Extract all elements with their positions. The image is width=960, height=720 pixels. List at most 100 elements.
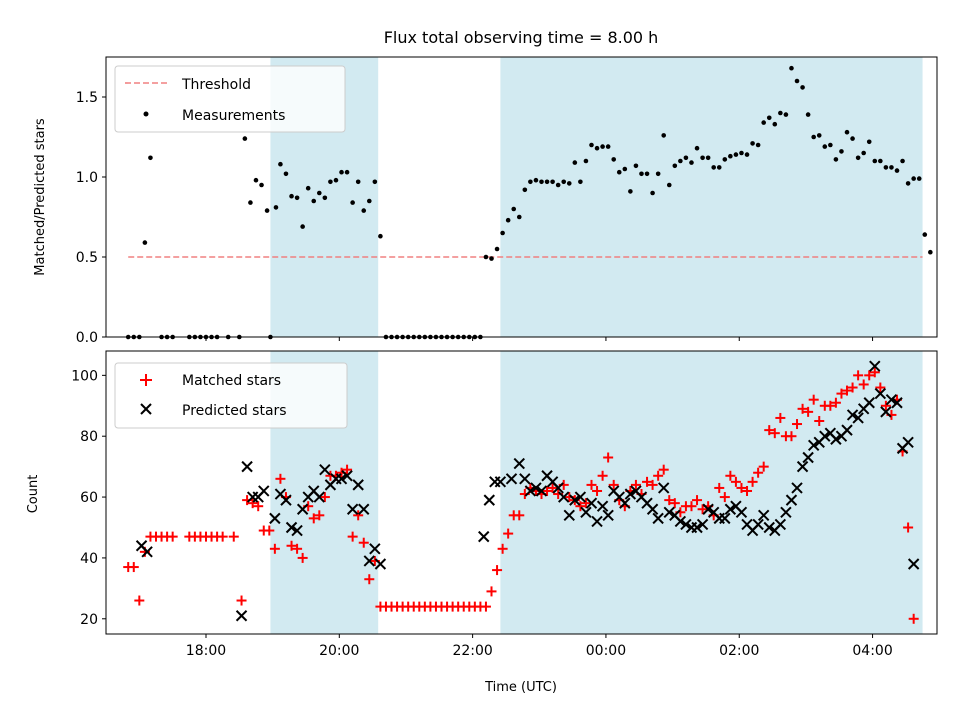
measurement-point — [694, 145, 700, 151]
measurement-point — [372, 179, 378, 185]
measurement-point — [355, 179, 361, 185]
measurement-point — [583, 158, 589, 164]
measurement-point — [378, 233, 383, 239]
matched-star-point — [297, 552, 308, 563]
matched-star-point — [864, 370, 875, 381]
measurement-point — [911, 176, 916, 181]
matched-star-point — [286, 540, 297, 551]
measurement-point — [350, 200, 355, 205]
predicted-star-point — [663, 506, 675, 518]
measurement-point — [339, 169, 344, 175]
predicted-star-point — [763, 521, 775, 534]
predicted-star-point — [519, 473, 531, 485]
measurement-point — [555, 182, 561, 188]
measurement-point — [650, 190, 655, 196]
measurement-point — [928, 249, 933, 255]
measurement-point — [294, 195, 300, 201]
measurement-point — [866, 139, 872, 145]
measurement-point — [322, 195, 328, 201]
matched-star-point — [842, 385, 853, 396]
predicted-star-point — [902, 436, 914, 448]
matched-star-point — [830, 397, 841, 408]
measurement-point — [483, 254, 489, 260]
predicted-star-point — [346, 503, 359, 515]
measurement-point — [761, 120, 766, 125]
predicted-star-point — [596, 500, 609, 512]
predicted-star-point — [585, 497, 598, 509]
measurement-point — [242, 136, 248, 141]
matched-star-point — [658, 464, 669, 475]
predicted-star-point — [478, 530, 490, 543]
measurement-point — [489, 256, 494, 261]
predicted-star-point — [674, 515, 687, 528]
measurement-point — [317, 190, 322, 196]
y-tick-label: 0.5 — [76, 250, 98, 266]
measurement-point — [900, 158, 905, 164]
predicted-star-point — [569, 494, 581, 506]
predicted-star-point — [296, 503, 309, 515]
predicted-star-point — [505, 473, 518, 485]
measurement-point — [616, 169, 622, 175]
predicted-stars-points — [135, 360, 920, 622]
matched-star-point — [275, 473, 286, 484]
matched-star-point — [858, 379, 869, 390]
measurement-point — [578, 179, 583, 185]
matched-star-point — [669, 498, 680, 509]
measurement-point — [822, 144, 828, 149]
predicted-star-point — [796, 460, 809, 473]
matched-star-point — [217, 531, 228, 542]
measurement-point — [655, 171, 661, 177]
measurement-point — [839, 149, 844, 154]
matched-star-point — [908, 613, 919, 624]
predicted-star-point — [363, 555, 376, 567]
predicted-star-point — [696, 518, 709, 531]
predicted-star-point — [841, 424, 853, 436]
measurement-point — [328, 179, 333, 185]
matched-star-point — [814, 415, 825, 426]
predicted-star-point — [369, 543, 381, 555]
predicted-star-point — [802, 451, 814, 464]
top-shaded-regions — [270, 57, 923, 337]
y-tick-label: 0.0 — [76, 330, 98, 346]
measurement-point — [259, 182, 264, 188]
top-x-ticks — [205, 337, 874, 341]
top-legend: Threshold Measurements — [114, 65, 346, 133]
predicted-star-point — [591, 515, 603, 528]
bottom-axes-frame — [105, 350, 938, 635]
top-y-axis-label: Matched/Predicted stars — [33, 118, 48, 276]
chart-title: Flux total observing time = 8.00 h — [384, 28, 659, 47]
measurement-point — [589, 142, 594, 148]
matched-star-point — [608, 479, 619, 490]
matched-star-point — [797, 403, 808, 414]
measurement-point — [366, 198, 372, 204]
matched-star-point — [575, 501, 586, 512]
x-tick-label: 04:00 — [852, 643, 892, 659]
measurement-point — [883, 165, 889, 170]
matched-star-point — [486, 586, 497, 597]
bottom-legend-box — [114, 362, 348, 429]
measurement-point — [772, 121, 778, 127]
measurement-point — [505, 217, 511, 223]
predicted-star-point — [874, 387, 887, 400]
bottom-x-ticks: 18:00 20:00 22:00 00:00 02:00 04:00 — [186, 634, 893, 659]
bottom-shaded-regions — [270, 351, 923, 634]
predicted-star-point — [513, 457, 525, 470]
predicted-star-point — [319, 463, 331, 476]
measurement-point — [672, 163, 678, 169]
x-tick-label: 22:00 — [452, 643, 492, 659]
predicted-star-point — [352, 479, 364, 491]
measurement-point — [142, 240, 148, 245]
matched-star-point — [664, 495, 675, 506]
matched-star-point — [269, 543, 280, 554]
predicted-star-point — [563, 509, 575, 522]
measurement-point — [544, 179, 550, 185]
measurement-point — [878, 158, 883, 164]
x-tick-label: 18:00 — [186, 643, 226, 659]
matched-star-point — [319, 492, 330, 503]
predicted-star-point — [535, 485, 548, 497]
measurement-point — [894, 168, 900, 173]
measurement-point — [889, 165, 894, 170]
measurement-point — [273, 205, 279, 210]
predicted-star-point — [285, 521, 298, 534]
measurement-point — [755, 142, 761, 148]
